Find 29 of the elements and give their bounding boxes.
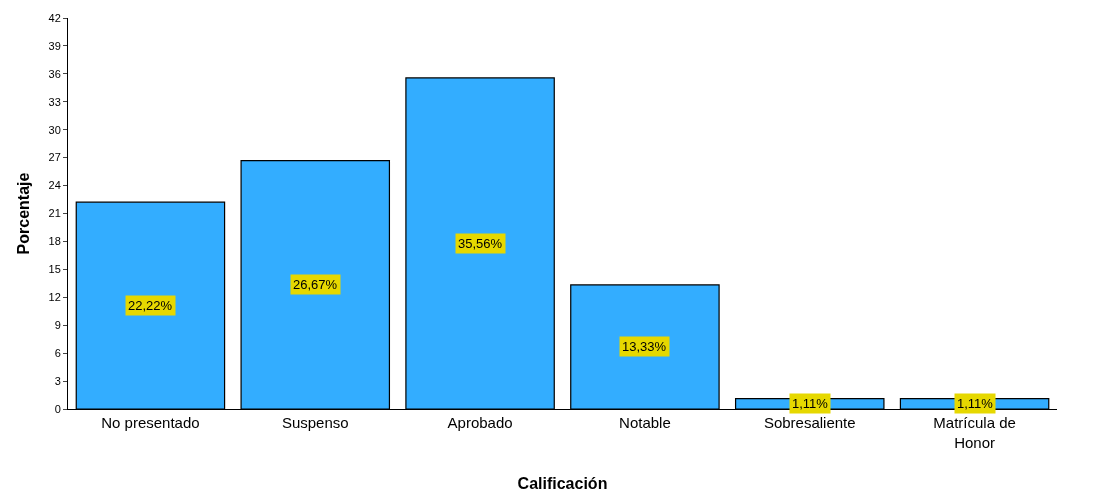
y-tick-label: 0: [54, 402, 61, 415]
y-tick-label: 42: [48, 11, 61, 24]
data-label: 22,22%: [128, 298, 173, 313]
y-tick-label: 6: [54, 346, 61, 359]
y-tick-label: 39: [48, 39, 61, 52]
y-tick-label: 30: [48, 123, 61, 136]
y-axis-title: Porcentaje: [15, 172, 33, 255]
y-tick-label: 12: [48, 291, 61, 304]
data-label: 1,11%: [957, 396, 994, 411]
data-label: 13,33%: [622, 339, 667, 354]
y-tick-label: 18: [48, 235, 61, 248]
y-tick-label: 27: [48, 151, 61, 164]
y-tick-label: 15: [48, 263, 61, 276]
data-label: 1,11%: [792, 396, 829, 411]
y-tick-label: 36: [48, 67, 61, 80]
x-tick-label: Sobresaliente: [763, 414, 856, 431]
x-tick-label: No presentado: [101, 414, 200, 431]
data-label: 26,67%: [293, 277, 338, 292]
x-axis-title: Calificación: [517, 475, 608, 493]
y-tick-label: 9: [54, 319, 61, 332]
y-tick-label: 24: [48, 179, 61, 192]
x-tick-label: Matrícula de Honor: [933, 414, 1016, 451]
y-tick-label: 21: [48, 207, 61, 220]
y-tick-label: 3: [54, 374, 61, 387]
x-tick-label: Suspenso: [281, 414, 349, 431]
y-tick-label: 33: [48, 95, 61, 108]
data-label: 35,56%: [458, 236, 503, 251]
x-tick-label: Aprobado: [447, 414, 513, 431]
x-tick-label: Notable: [619, 414, 671, 431]
